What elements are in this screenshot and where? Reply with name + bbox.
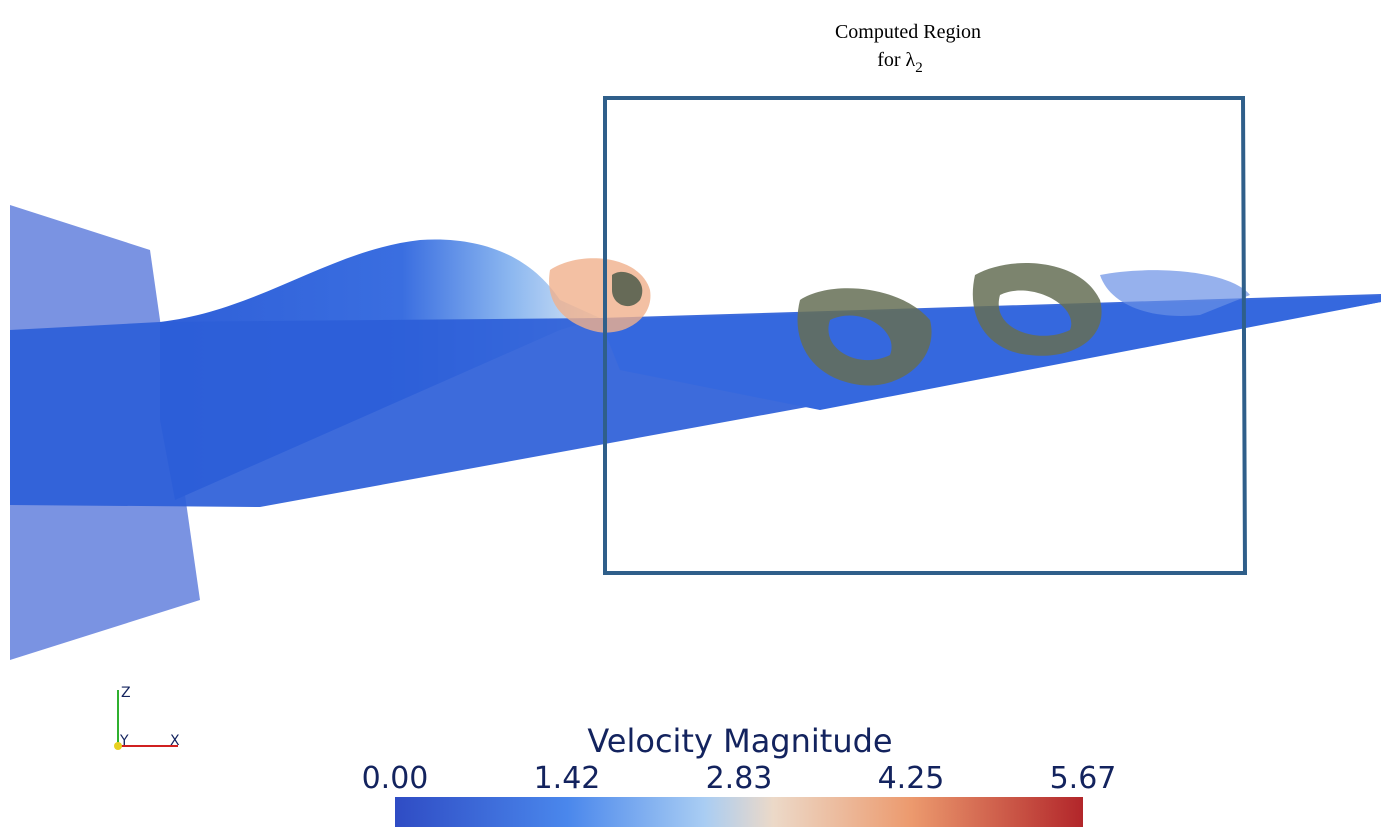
colorbar-tick-label: 5.67 (1050, 761, 1117, 796)
axis-label: Z (121, 685, 131, 701)
annotation-line: Computed Region (835, 21, 981, 43)
annotation-line: for λ2 (877, 49, 923, 76)
axis-label: Y (119, 733, 129, 749)
annotation-text: for λ (877, 49, 915, 71)
colorbar-title: Velocity Magnitude (587, 722, 892, 760)
annotation-subscript: 2 (915, 60, 923, 76)
colorbar-tick-label: 1.42 (534, 761, 601, 796)
colorbar-ticks: 0.00 1.42 2.83 4.25 5.67 (362, 761, 1117, 796)
visualization: Computed Region for λ2 Z Y X Velocity Ma… (0, 0, 1381, 827)
colorbar-tick-label: 0.00 (362, 761, 429, 796)
axis-label: X (170, 733, 180, 749)
colorbar-tick-label: 2.83 (706, 761, 773, 796)
colorbar-tick-label: 4.25 (878, 761, 945, 796)
colorbar (395, 797, 1083, 827)
page: Computed Region for λ2 Z Y X Velocity Ma… (0, 0, 1381, 827)
